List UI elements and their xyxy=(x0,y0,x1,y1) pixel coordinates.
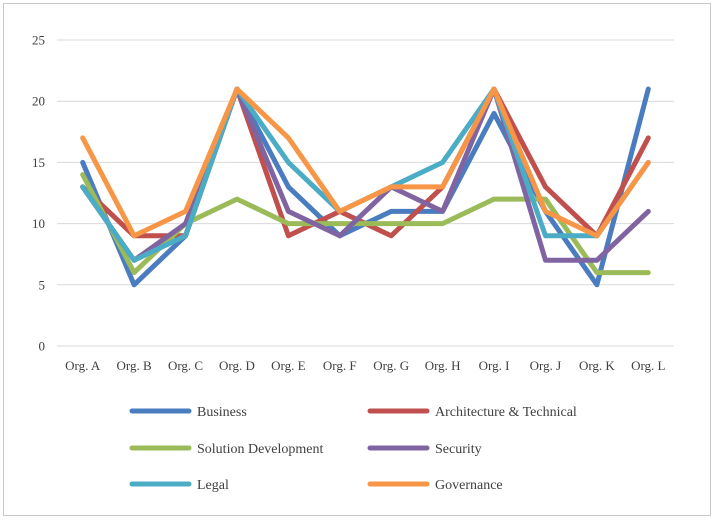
y-tick-label: 25 xyxy=(32,33,45,48)
y-axis-ticks: 0 5 10 15 20 25 xyxy=(32,33,45,354)
x-tick-label: Org. L xyxy=(631,358,665,373)
legend-label: Legal xyxy=(197,478,229,493)
x-tick-label: Org. B xyxy=(117,358,152,373)
x-tick-label: Org. C xyxy=(168,358,203,373)
chart-frame: 0 5 10 15 20 25 Org. A Org. B Org. C Org. D Org. … xyxy=(3,3,711,516)
y-tick-label: 10 xyxy=(32,216,45,231)
y-tick-label: 15 xyxy=(32,155,45,170)
y-tick-label: 0 xyxy=(39,339,46,354)
x-tick-label: Org. F xyxy=(323,358,357,373)
gridlines xyxy=(57,39,674,347)
y-tick-label: 5 xyxy=(39,277,46,292)
x-tick-label: Org. H xyxy=(425,358,461,373)
x-tick-label: Org. A xyxy=(65,358,101,373)
x-tick-label: Org. E xyxy=(271,358,305,373)
legend-label: Solution Development xyxy=(197,442,323,457)
legend-label: Security xyxy=(435,442,482,457)
series-line-business xyxy=(80,86,651,288)
x-tick-label: Org. G xyxy=(373,358,409,373)
x-tick-label: Org. I xyxy=(479,358,510,373)
x-tick-label: Org. K xyxy=(579,358,615,373)
legend-label: Architecture & Technical xyxy=(435,405,577,420)
x-tick-label: Org. J xyxy=(530,358,562,373)
legend-label: Business xyxy=(197,405,247,420)
series-line-security xyxy=(80,86,651,263)
series-line-governance xyxy=(80,86,651,239)
y-tick-label: 20 xyxy=(32,94,45,109)
legend-label: Governance xyxy=(435,478,503,493)
x-tick-label: Org. D xyxy=(219,358,255,373)
legend: Business Architecture & Technical Solution… xyxy=(129,405,577,493)
x-axis-ticks: Org. A Org. B Org. C Org. D Org. E Org. F Org.… xyxy=(65,358,665,373)
series-lines xyxy=(80,86,651,288)
